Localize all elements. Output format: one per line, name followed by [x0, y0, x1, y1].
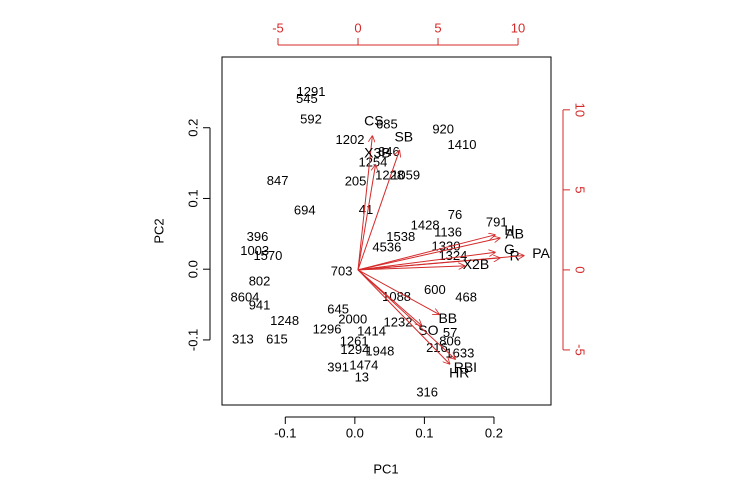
point-label: 216 — [426, 340, 448, 355]
loading-arrow — [357, 269, 456, 360]
point-label: 545 — [296, 91, 318, 106]
point-label: 592 — [300, 111, 322, 126]
point-label: 4536 — [372, 239, 401, 254]
arrow-label: R — [510, 247, 520, 263]
point-label: 645 — [327, 302, 349, 317]
point-label: 1410 — [448, 137, 477, 152]
point-label: 1538 — [386, 229, 415, 244]
point-label: 2000 — [338, 312, 367, 327]
arrow-label: HR — [449, 364, 469, 380]
point-label: 1261 — [340, 333, 369, 348]
x-tick-label: 0.0 — [346, 425, 364, 440]
point-label: 847 — [267, 173, 289, 188]
arrow-label: G — [504, 241, 515, 257]
x2-tick-label: 0 — [354, 20, 361, 35]
y2-tick-label: 10 — [573, 103, 588, 117]
arrow-label: X3B — [364, 144, 390, 160]
point-label: 1254 — [358, 155, 387, 170]
point-label: 1428 — [411, 217, 440, 232]
point-label: 1248 — [270, 313, 299, 328]
loading-arrow — [357, 164, 376, 270]
point-label: 1414 — [357, 324, 386, 339]
loading-arrow — [357, 266, 465, 271]
x2-tick-label: 10 — [511, 20, 525, 35]
point-label: 920 — [432, 121, 454, 136]
point-label: 1570 — [253, 248, 282, 263]
point-label: 41 — [359, 202, 373, 217]
point-label: 1228 — [375, 167, 404, 182]
x-tick-label: 0.2 — [485, 425, 503, 440]
point-label: 1294 — [340, 342, 369, 357]
arrow-label: SB — [394, 129, 413, 145]
point-label: 1136 — [434, 225, 462, 240]
point-label: 205 — [345, 174, 367, 189]
point-label: 941 — [249, 297, 271, 312]
arrow-label: H — [504, 222, 514, 238]
y-tick-label: -0.1 — [185, 329, 200, 351]
point-label: 57 — [443, 325, 457, 340]
point-label: 1202 — [336, 132, 365, 147]
point-label: 791 — [486, 215, 508, 230]
y2-tick-label: -5 — [573, 344, 588, 356]
point-label: 1088 — [382, 289, 411, 304]
arrow-label: AB — [505, 225, 524, 241]
y2-tick-label: 0 — [573, 266, 588, 273]
point-label: 468 — [455, 290, 477, 305]
arrow-label: PA — [532, 245, 550, 261]
point-label: 1330 — [432, 239, 461, 254]
y-tick-label: 0.0 — [185, 260, 200, 278]
x-tick-label: -0.1 — [274, 425, 296, 440]
point-label: 802 — [249, 273, 271, 288]
point-label: 1948 — [365, 343, 394, 358]
point-label: 316 — [416, 384, 438, 399]
point-label: 1003 — [240, 243, 269, 258]
loading-arrow — [357, 135, 372, 270]
y-axis-label: PC2 — [151, 218, 166, 243]
point-label: 1291 — [297, 84, 326, 99]
x-tick-label: 0.1 — [415, 425, 433, 440]
point-label: 694 — [294, 203, 316, 218]
x-axis-label: PC1 — [373, 461, 398, 476]
y-tick-label: 0.1 — [185, 189, 200, 207]
loading-arrow — [357, 269, 450, 364]
plot-frame — [221, 56, 552, 406]
point-label: 76 — [448, 207, 462, 222]
arrow-label: BB — [438, 310, 457, 326]
arrow-label: CS — [364, 113, 383, 129]
point-label: 685 — [376, 116, 398, 131]
point-label: 396 — [247, 229, 269, 244]
y-tick-label: 0.2 — [185, 119, 200, 137]
point-label: 8604 — [230, 290, 259, 305]
point-label: 13 — [355, 370, 369, 385]
point-label: 703 — [331, 263, 353, 278]
point-label: 600 — [424, 282, 446, 297]
loading-arrow — [357, 238, 500, 271]
loading-arrow — [357, 150, 400, 271]
point-label: 1059 — [391, 167, 420, 182]
x2-tick-label: -5 — [272, 20, 284, 35]
arrow-label: SO — [418, 322, 438, 338]
point-label: 615 — [266, 331, 288, 346]
loading-arrow — [357, 235, 496, 271]
point-label: 1474 — [349, 358, 378, 373]
point-label: 391 — [327, 360, 349, 375]
point-label: 313 — [232, 331, 254, 346]
loading-arrow — [357, 269, 440, 315]
x2-tick-label: 5 — [434, 20, 441, 35]
y2-tick-label: 5 — [573, 186, 588, 193]
arrow-label: RBI — [454, 359, 477, 375]
arrow-label: X2B — [463, 256, 489, 272]
point-label: 1296 — [313, 321, 342, 336]
loading-arrow — [357, 255, 524, 271]
loading-arrow — [357, 252, 496, 271]
point-label: 806 — [439, 333, 461, 348]
